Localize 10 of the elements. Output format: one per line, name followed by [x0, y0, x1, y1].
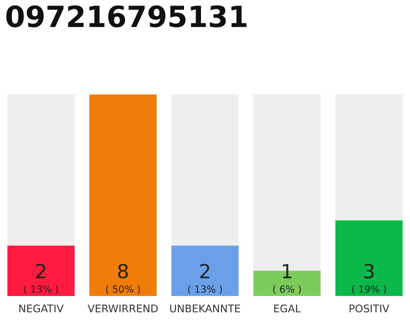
x-tick-label: VERWIRREND: [88, 304, 158, 312]
x-tick-label: POSITIV: [350, 304, 390, 312]
data-label: 2 ( 13% ): [24, 264, 58, 294]
chart-title: 097216795131: [6, 5, 246, 28]
x-tick-label: NEGATIV: [19, 304, 64, 312]
data-label: 3 ( 19% ): [352, 264, 386, 294]
x-tick-label: UNBEKANNTE: [170, 304, 240, 312]
data-label: 2 ( 13% ): [188, 264, 222, 294]
data-label: 8 ( 50% ): [106, 264, 140, 294]
x-tick-label: EGAL: [274, 304, 301, 312]
